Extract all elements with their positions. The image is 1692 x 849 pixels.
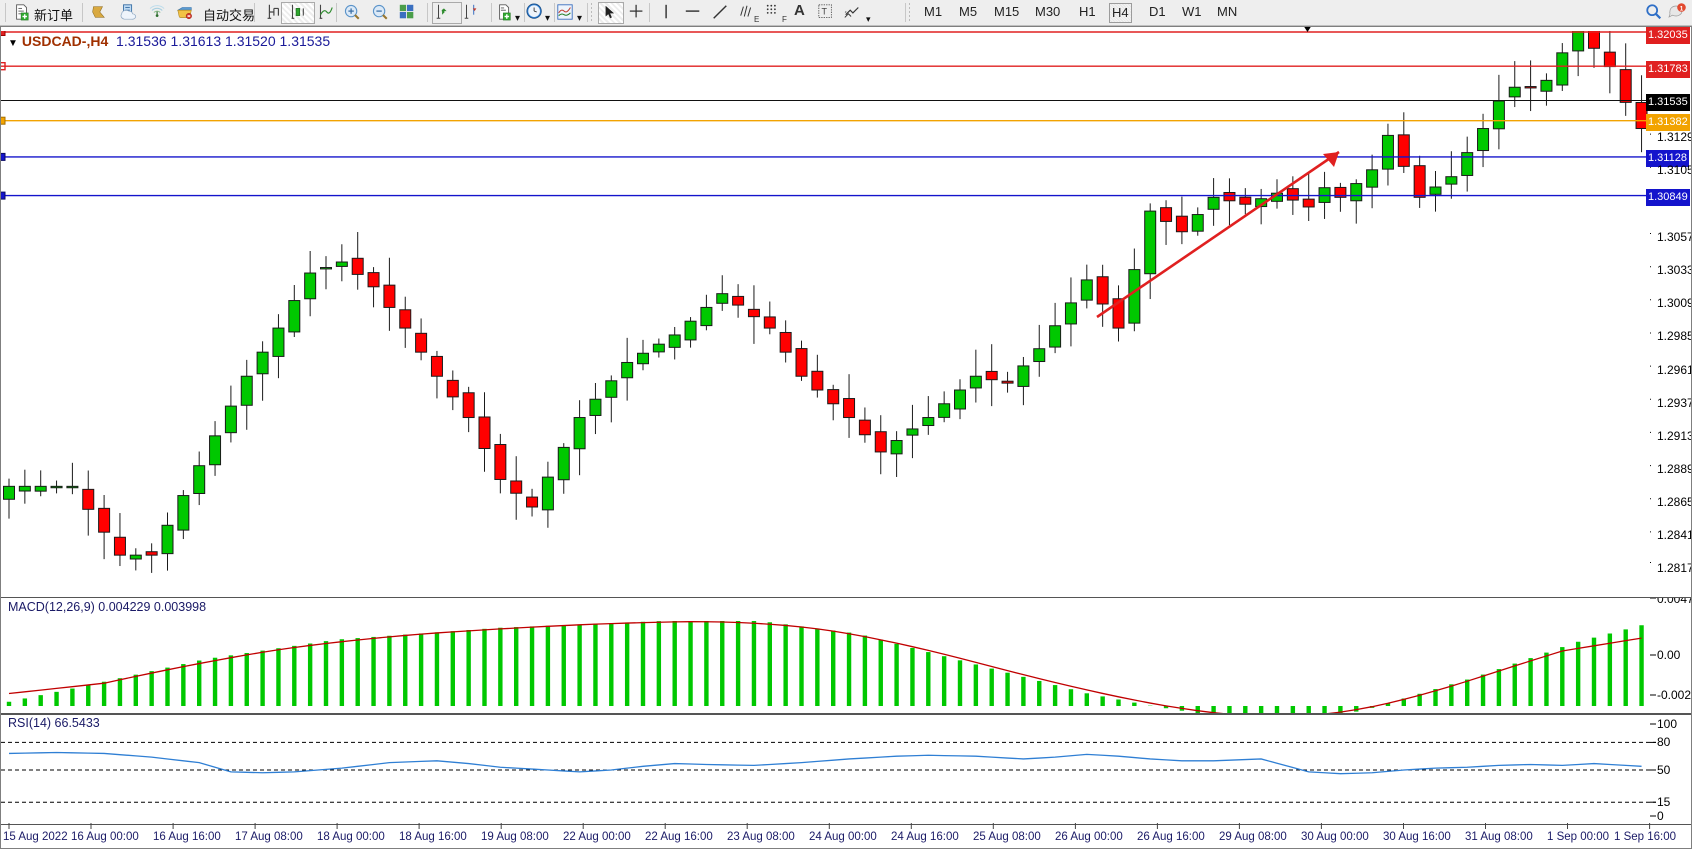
svg-text:T: T — [822, 7, 828, 17]
svg-text:1: 1 — [1680, 5, 1684, 12]
